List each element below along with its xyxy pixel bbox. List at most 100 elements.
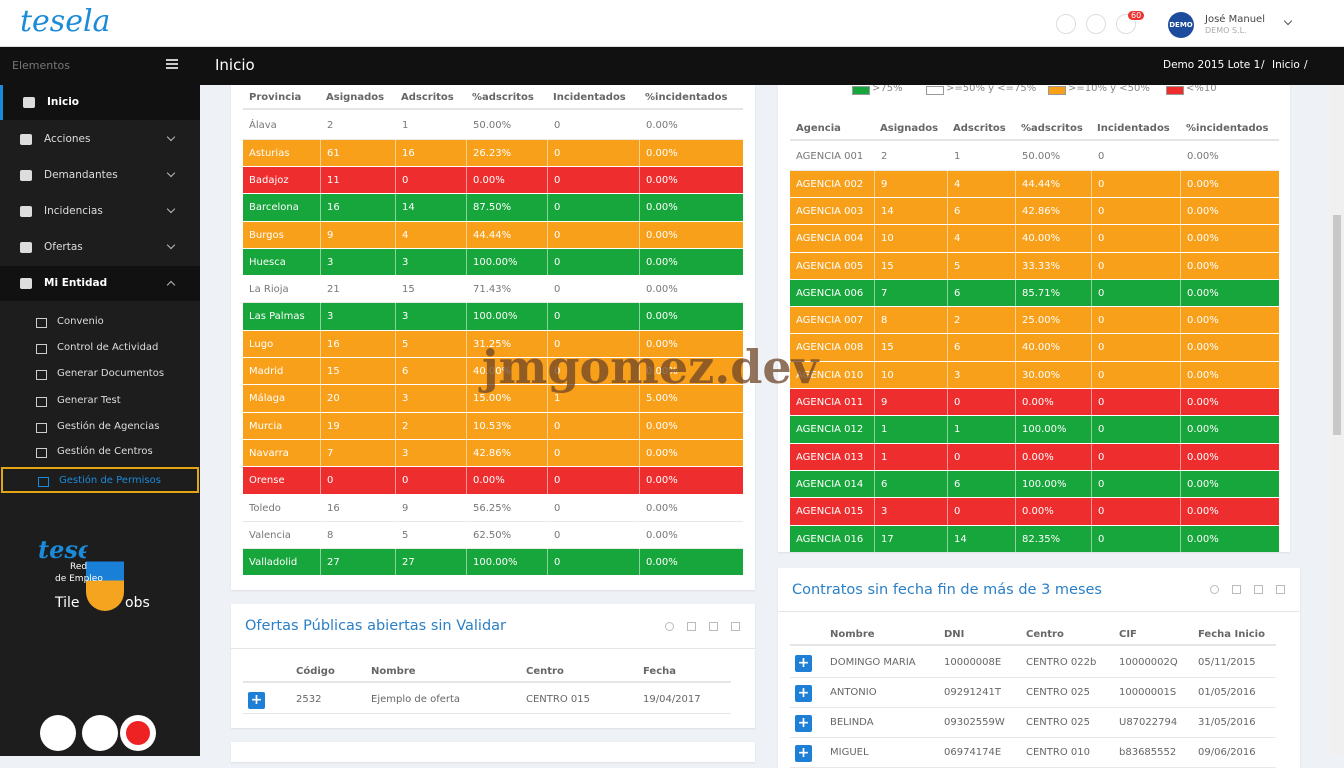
- breadcrumb-item[interactable]: Inicio: [1272, 59, 1300, 71]
- table-cell: 71.43%: [466, 276, 511, 304]
- column-header[interactable]: Adscritos: [953, 123, 1006, 134]
- submenu-item[interactable]: Generar Test: [1, 389, 199, 415]
- submenu-label[interactable]: Generar Documentos: [57, 368, 165, 379]
- menu-item[interactable]: Incidencias: [0, 194, 200, 229]
- menu-item[interactable]: Acciones: [0, 122, 200, 157]
- submenu-label[interactable]: Convenio: [57, 316, 104, 327]
- table-cell: 10000002Q: [1119, 657, 1178, 668]
- messages-button[interactable]: [1116, 14, 1136, 34]
- menu-label[interactable]: Acciones: [44, 133, 91, 145]
- column-header[interactable]: DNI: [944, 629, 965, 640]
- menu-item[interactable]: Mi Entidad: [0, 266, 200, 301]
- expand-button[interactable]: [1232, 585, 1241, 594]
- menu-label[interactable]: Incidencias: [44, 205, 103, 217]
- table-cell: 7: [320, 439, 333, 468]
- province-panel: Provincia Asignados Adscritos %adscritos Inc…: [231, 85, 755, 590]
- close-button[interactable]: [1276, 585, 1285, 594]
- column-header[interactable]: Fecha: [643, 666, 677, 677]
- column-header[interactable]: Incidentados: [553, 92, 626, 103]
- refresh-button[interactable]: [665, 622, 674, 631]
- user-dropdown[interactable]: [1283, 16, 1293, 26]
- mic-button[interactable]: [82, 715, 118, 751]
- table-row: + MIGUEL 06974174E CENTRO 010 b83685552 09/06…: [790, 738, 1276, 768]
- submenu-label[interactable]: Control de Actividad: [57, 342, 159, 353]
- expand-row-button[interactable]: +: [795, 655, 812, 672]
- menu-label[interactable]: Inicio: [47, 96, 80, 108]
- menu-toggle[interactable]: [166, 59, 178, 69]
- stop-button[interactable]: [120, 715, 156, 751]
- submenu-label[interactable]: Gestión de Agencias: [57, 421, 160, 432]
- header-rule: [790, 644, 1276, 646]
- collapse-button[interactable]: [1254, 585, 1263, 594]
- menu-item[interactable]: Ofertas: [0, 230, 200, 265]
- breadcrumb-item[interactable]: Demo 2015 Lote 1: [1163, 59, 1261, 71]
- table-cell: 0: [947, 498, 960, 526]
- camera-button[interactable]: [40, 715, 76, 751]
- submenu-item[interactable]: Gestión de Centros: [1, 440, 199, 466]
- expand-button[interactable]: [687, 622, 696, 631]
- column-header[interactable]: CIF: [1119, 629, 1137, 640]
- column-header[interactable]: Centro: [526, 666, 564, 677]
- table-cell: MIGUEL: [830, 747, 869, 758]
- column-header[interactable]: Incidentados: [1097, 123, 1170, 134]
- menu-label[interactable]: Ofertas: [44, 241, 83, 253]
- submenu-item[interactable]: Generar Documentos: [1, 362, 199, 388]
- offers-panel: Ofertas Públicas abiertas sin Validar Cód…: [231, 604, 755, 728]
- column-header[interactable]: %incidentados: [645, 92, 728, 103]
- submenu-item[interactable]: Gestión de Permisos: [1, 467, 199, 493]
- table-row: Valencia 8 5 62.50% 0 0.00%: [243, 521, 743, 550]
- table-cell: 6: [947, 334, 960, 362]
- logo[interactable]: tesela: [20, 4, 111, 39]
- table-cell: Valladolid: [249, 557, 298, 569]
- table-cell: 0.00%: [1015, 498, 1054, 526]
- table-row: Lugo 16 5 31.25% 0 0.00%: [243, 330, 743, 359]
- table-cell: 27: [395, 549, 415, 577]
- column-header[interactable]: Provincia: [249, 92, 302, 103]
- expand-row-button[interactable]: +: [248, 692, 265, 709]
- column-header[interactable]: Nombre: [830, 629, 875, 640]
- table-cell: ANTONIO: [830, 687, 877, 698]
- scrollbar[interactable]: [1330, 85, 1344, 756]
- column-header[interactable]: Fecha Inicio: [1198, 629, 1265, 640]
- column-header[interactable]: Código: [296, 666, 335, 677]
- submenu-label[interactable]: Gestión de Permisos: [59, 475, 161, 486]
- submenu-item[interactable]: Control de Actividad: [1, 336, 199, 362]
- menu-item[interactable]: Inicio: [0, 85, 200, 120]
- help-button[interactable]: [1086, 14, 1106, 34]
- table-cell: 3: [395, 385, 408, 413]
- column-header[interactable]: %incidentados: [1186, 123, 1269, 134]
- avatar[interactable]: DEMO: [1168, 12, 1194, 38]
- submenu-label[interactable]: Generar Test: [57, 395, 121, 406]
- expand-row-button[interactable]: +: [795, 745, 812, 762]
- menu-label[interactable]: Mi Entidad: [44, 277, 108, 289]
- menu-label[interactable]: Demandantes: [44, 169, 118, 181]
- table-cell: 14: [874, 197, 894, 226]
- column-header[interactable]: Nombre: [371, 666, 416, 677]
- submenu-label[interactable]: Gestión de Centros: [57, 446, 153, 457]
- table-cell: AGENCIA 007: [796, 315, 864, 327]
- column-header[interactable]: Agencia: [796, 123, 841, 134]
- table-cell: AGENCIA 005: [796, 260, 864, 272]
- column-header[interactable]: Asignados: [326, 92, 385, 103]
- panel-title: Ofertas Públicas abiertas sin Validar: [245, 618, 506, 634]
- close-button[interactable]: [731, 622, 740, 631]
- column-header[interactable]: Centro: [1026, 629, 1064, 640]
- table-row: AGENCIA 007 8 2 25.00% 0 0.00%: [790, 307, 1279, 335]
- table-row: Asturias 61 16 26.23% 0 0.00%: [243, 139, 743, 167]
- user-name[interactable]: José Manuel: [1205, 14, 1265, 25]
- submenu-item[interactable]: Convenio: [1, 310, 199, 336]
- fullscreen-button[interactable]: [1056, 14, 1076, 34]
- table-cell: 10.53%: [466, 412, 511, 440]
- column-header[interactable]: %adscritos: [1021, 123, 1083, 134]
- expand-row-button[interactable]: +: [795, 715, 812, 732]
- column-header[interactable]: %adscritos: [472, 92, 534, 103]
- menu-item[interactable]: Demandantes: [0, 158, 200, 193]
- submenu-item[interactable]: Gestión de Agencias: [1, 415, 199, 441]
- column-header[interactable]: Adscritos: [401, 92, 454, 103]
- column-header[interactable]: Asignados: [880, 123, 939, 134]
- menu-icon: [20, 242, 32, 253]
- expand-row-button[interactable]: +: [795, 685, 812, 702]
- table-cell: 0.00%: [1180, 443, 1219, 471]
- refresh-button[interactable]: [1210, 585, 1219, 594]
- collapse-button[interactable]: [709, 622, 718, 631]
